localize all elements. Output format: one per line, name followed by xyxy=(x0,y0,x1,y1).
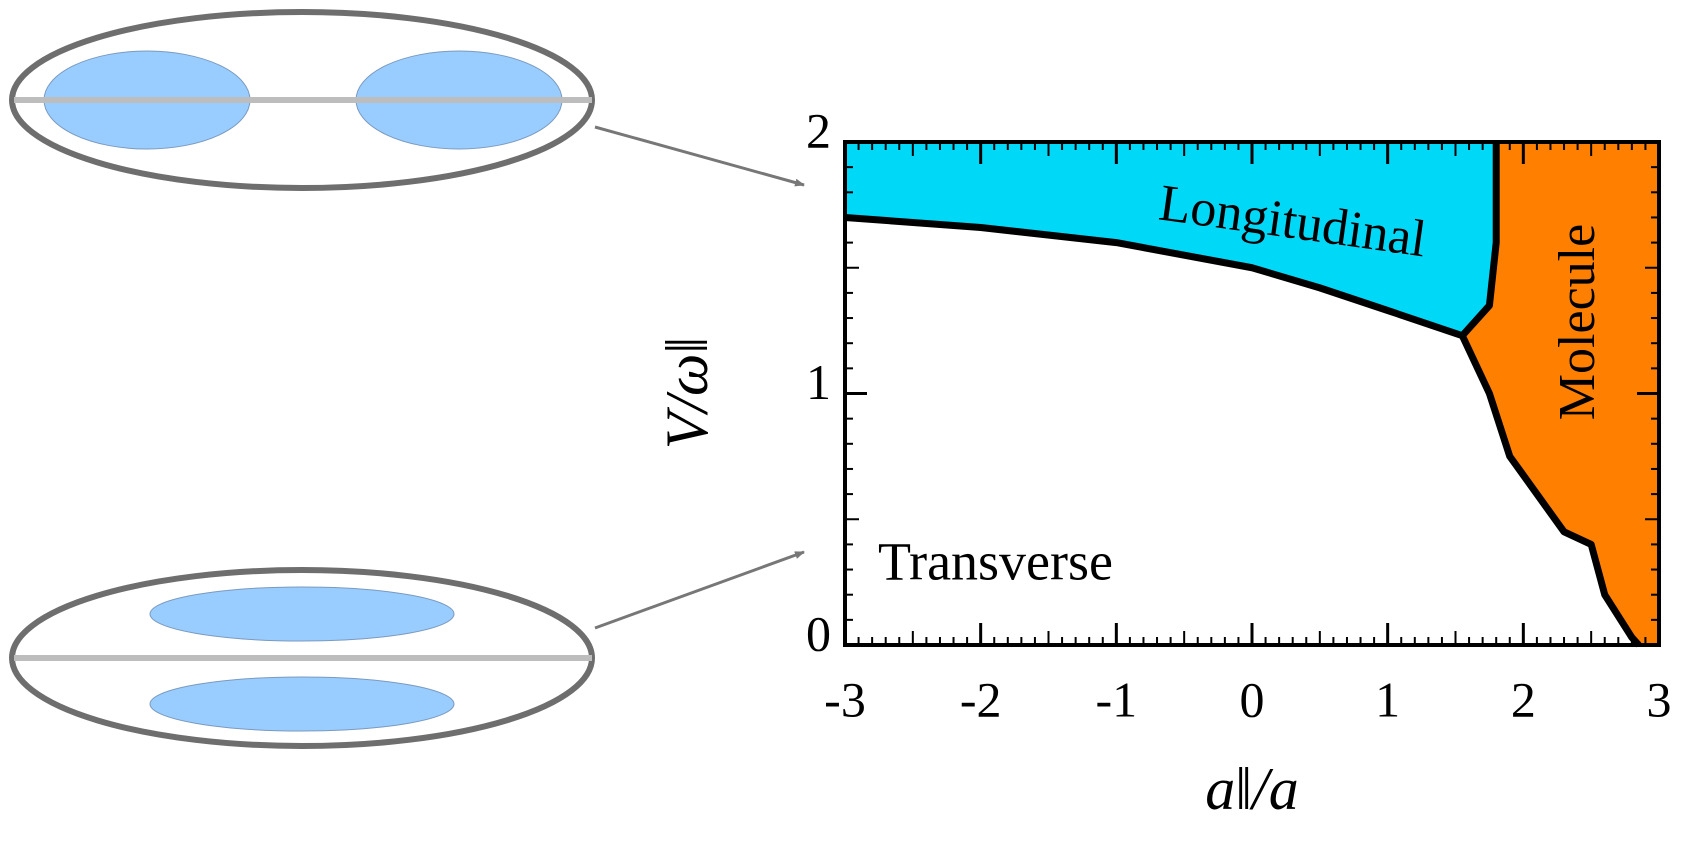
x-tick-label: 0 xyxy=(1240,671,1265,727)
x-tick-label: 3 xyxy=(1647,671,1672,727)
longitudinal-cartoon xyxy=(9,9,595,191)
region-label: Transverse xyxy=(878,531,1113,591)
phase-boundary xyxy=(844,213,1464,339)
phase-boundary xyxy=(1459,334,1642,648)
phase-boundary xyxy=(1459,142,1500,338)
x-tick-label: -1 xyxy=(1096,671,1138,727)
y-tick-label: 2 xyxy=(806,102,831,158)
arrow xyxy=(594,125,805,187)
region-fill xyxy=(1462,142,1659,645)
region-fill xyxy=(845,142,1497,336)
x-tick-label: -2 xyxy=(960,671,1002,727)
arrow xyxy=(594,550,805,630)
x-tick-label: 2 xyxy=(1511,671,1536,727)
y-axis-label: V/ω‖ xyxy=(654,337,720,450)
transverse-cartoon xyxy=(9,567,595,749)
plot: -3 -2 -1 0 1 2 3012LongitudinalMoleculeTransve… xyxy=(806,102,1672,727)
x-tick-label: 1 xyxy=(1375,671,1400,727)
y-tick-label: 0 xyxy=(806,605,831,661)
y-tick-label: 1 xyxy=(806,354,831,410)
x-tick-label: -3 xyxy=(824,671,866,727)
region-label: Molecule xyxy=(1549,224,1606,420)
x-axis-label: a‖/a xyxy=(1205,756,1299,822)
